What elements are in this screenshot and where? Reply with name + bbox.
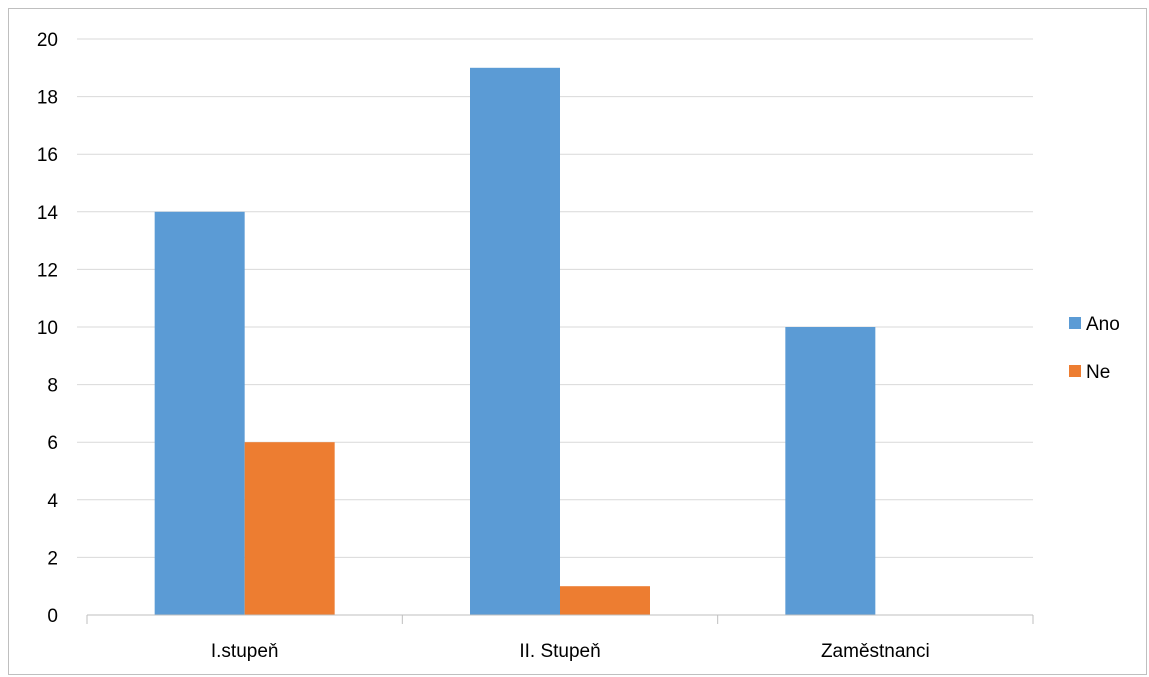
y-tick-label: 12 <box>37 260 58 281</box>
y-tick-label: 20 <box>37 30 58 51</box>
bars <box>154 67 876 616</box>
x-tick-label: Zaměstnanci <box>821 641 930 662</box>
bar-ano-3 <box>785 327 876 615</box>
y-tick-label: 0 <box>47 606 58 627</box>
y-tick-label: 2 <box>47 548 58 569</box>
y-tick-label: 18 <box>37 88 58 109</box>
x-tick-label: II. Stupeň <box>519 641 600 662</box>
y-tick-label: 16 <box>37 145 58 166</box>
bar-ne-2 <box>560 586 650 615</box>
y-tick-label: 6 <box>47 433 58 454</box>
legend-label-ne: Ne <box>1086 362 1110 383</box>
legend-swatch-ne <box>1069 365 1081 377</box>
x-tick-label: I.stupeň <box>211 641 279 662</box>
legend-swatch-ano <box>1069 317 1081 329</box>
y-axis-tick-labels: 0 2 4 6 8 10 12 14 16 18 20 <box>37 30 59 627</box>
y-tick-label: 14 <box>37 203 59 224</box>
legend: Ano Ne <box>1069 314 1120 383</box>
axes <box>86 614 1034 624</box>
bar-ano-2 <box>470 67 560 616</box>
y-tick-label: 10 <box>37 318 58 339</box>
bar-ano-1 <box>154 211 245 616</box>
bar-ne-1 <box>244 442 335 615</box>
y-tick-label: 4 <box>47 491 58 512</box>
y-tick-label: 8 <box>47 376 58 397</box>
x-axis-tick-labels: I.stupeň II. Stupeň Zaměstnanci <box>211 641 930 662</box>
legend-label-ano: Ano <box>1086 314 1120 335</box>
